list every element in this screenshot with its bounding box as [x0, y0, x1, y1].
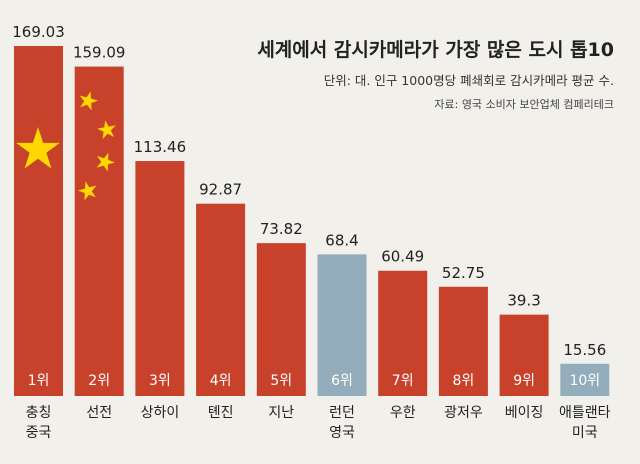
bar — [499, 314, 549, 396]
china-flag-small-star-icon — [97, 120, 116, 139]
category-label: 톈진 — [208, 405, 234, 421]
china-flag-small-star-icon — [79, 91, 98, 111]
value-label: 73.82 — [260, 220, 303, 238]
rank-label: 4위 — [210, 373, 232, 389]
category-label: 충칭 — [26, 405, 52, 421]
bar — [196, 203, 246, 396]
bar — [135, 161, 185, 396]
value-label: 60.49 — [381, 248, 424, 266]
category-label: 상하이 — [141, 405, 180, 421]
rank-label: 7위 — [392, 373, 414, 389]
category-label: 런던 — [329, 405, 355, 421]
value-label: 159.09 — [73, 44, 126, 62]
china-flag-large-star-icon — [16, 127, 60, 169]
chart-source: 자료: 영국 소비자 보안업체 컴페리테크 — [434, 98, 614, 111]
value-label: 39.3 — [507, 292, 540, 310]
bar — [378, 270, 428, 396]
category-label: 선전 — [86, 405, 112, 421]
category-label: 베이징 — [505, 405, 544, 421]
value-label: 92.87 — [199, 181, 242, 199]
chart-subtitle: 단위: 대. 인구 1000명당 폐쇄회로 감시카메라 평균 수. — [324, 73, 614, 88]
value-label: 113.46 — [134, 138, 187, 156]
rank-label: 2위 — [88, 373, 110, 389]
rank-label: 1위 — [28, 373, 50, 389]
bar — [74, 66, 124, 396]
rank-label: 3위 — [149, 373, 171, 389]
value-label: 52.75 — [442, 264, 485, 282]
category-label: 지난 — [268, 405, 294, 421]
category-label: 애틀랜타 — [559, 405, 611, 421]
category-label: 영국 — [329, 425, 355, 441]
value-label: 169.03 — [12, 23, 65, 41]
bar — [317, 254, 367, 396]
rank-label: 9위 — [513, 373, 535, 389]
bar — [438, 286, 488, 396]
rank-label: 8위 — [453, 373, 475, 389]
rank-label: 6위 — [331, 373, 353, 389]
category-label: 중국 — [26, 425, 52, 441]
category-label: 우한 — [390, 405, 416, 421]
rank-label: 10위 — [569, 373, 600, 389]
category-label: 미국 — [572, 425, 598, 441]
value-label: 68.4 — [325, 231, 358, 249]
bar — [14, 46, 63, 396]
value-label: 15.56 — [563, 341, 606, 359]
bar — [256, 243, 306, 396]
category-label: 광저우 — [444, 405, 483, 421]
china-flag-small-star-icon — [78, 181, 97, 201]
bar — [560, 363, 610, 396]
china-flag-small-star-icon — [96, 152, 115, 172]
chart-title: 세계에서 감시카메라가 가장 많은 도시 톱10 — [257, 39, 614, 61]
rank-label: 5위 — [270, 373, 292, 389]
